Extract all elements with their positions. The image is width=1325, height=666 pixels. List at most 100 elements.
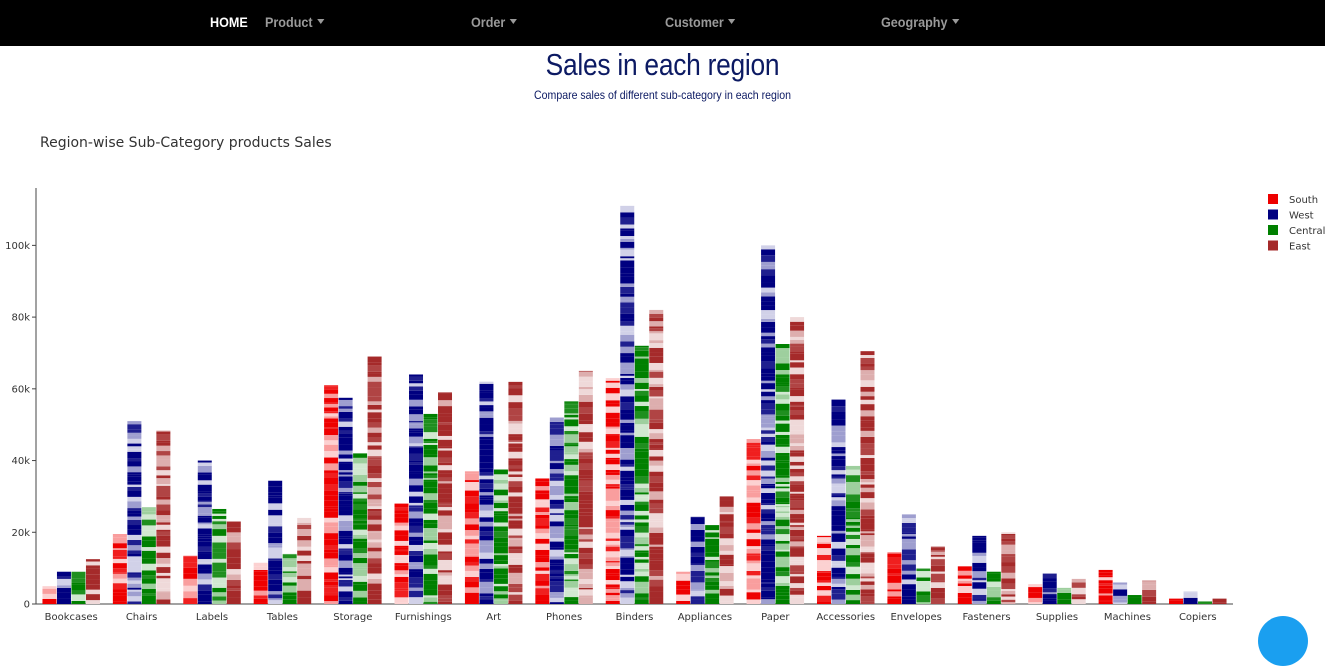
- bar-south-machines[interactable]: [1099, 570, 1113, 604]
- bar-segment: [409, 591, 423, 597]
- bar-east-accessories[interactable]: [860, 351, 874, 604]
- bar-segment: [353, 567, 367, 570]
- bar-east-chairs[interactable]: [156, 430, 170, 604]
- bar-central-binders[interactable]: [635, 346, 649, 604]
- bar-east-copiers[interactable]: [1213, 599, 1227, 604]
- bar-west-envelopes[interactable]: [902, 514, 916, 604]
- floating-action-button[interactable]: [1258, 616, 1308, 666]
- bar-south-appliances[interactable]: [676, 572, 690, 604]
- bar-south-storage[interactable]: [324, 385, 338, 604]
- bar-west-machines[interactable]: [1113, 582, 1127, 604]
- bar-south-phones[interactable]: [535, 478, 549, 604]
- bar-segment: [438, 392, 452, 394]
- bar-east-binders[interactable]: [649, 310, 663, 604]
- bar-south-paper[interactable]: [747, 439, 761, 604]
- bar-south-copiers[interactable]: [1169, 599, 1183, 604]
- bar-segment: [494, 547, 508, 553]
- bar-central-paper[interactable]: [776, 344, 790, 604]
- bar-east-furnishings[interactable]: [438, 392, 452, 604]
- bar-west-tables[interactable]: [268, 480, 282, 604]
- bar-east-labels[interactable]: [227, 522, 241, 604]
- bar-segment: [790, 598, 804, 604]
- bar-segment: [142, 514, 156, 519]
- bar-west-bookcases[interactable]: [57, 572, 71, 604]
- bar-segment: [212, 601, 226, 604]
- bar-west-chairs[interactable]: [127, 421, 141, 604]
- bar-south-labels[interactable]: [183, 556, 197, 604]
- bar-central-furnishings[interactable]: [424, 414, 438, 604]
- legend-item-east[interactable]: East: [1268, 241, 1311, 253]
- bar-central-copiers[interactable]: [1198, 601, 1212, 604]
- bar-west-furnishings[interactable]: [409, 374, 423, 604]
- bar-segment: [860, 563, 874, 569]
- bar-south-accessories[interactable]: [817, 536, 831, 604]
- bar-east-fasteners[interactable]: [1001, 532, 1015, 604]
- bar-segment: [790, 337, 804, 340]
- bar-east-bookcases[interactable]: [86, 559, 100, 604]
- bar-west-binders[interactable]: [620, 206, 634, 604]
- bar-east-supplies[interactable]: [1072, 579, 1086, 604]
- legend-item-central[interactable]: Central: [1268, 225, 1325, 237]
- bar-south-binders[interactable]: [606, 378, 620, 604]
- bar-segment: [494, 586, 508, 589]
- bar-south-art[interactable]: [465, 471, 479, 604]
- bar-west-storage[interactable]: [339, 398, 353, 604]
- bar-central-supplies[interactable]: [1057, 588, 1071, 604]
- bar-segment: [790, 450, 804, 452]
- bar-west-phones[interactable]: [550, 418, 564, 604]
- bar-segment: [156, 460, 170, 467]
- bar-segment: [268, 558, 282, 561]
- bar-south-chairs[interactable]: [113, 534, 127, 604]
- bar-south-tables[interactable]: [254, 563, 268, 604]
- bar-west-labels[interactable]: [198, 461, 212, 604]
- bar-central-chairs[interactable]: [142, 507, 156, 604]
- bar-segment: [1001, 597, 1015, 600]
- bar-central-envelopes[interactable]: [916, 568, 930, 604]
- bar-west-copiers[interactable]: [1184, 591, 1198, 604]
- bar-central-art[interactable]: [494, 470, 508, 604]
- bar-west-fasteners[interactable]: [972, 536, 986, 604]
- bar-central-machines[interactable]: [1128, 595, 1142, 604]
- bar-central-fasteners[interactable]: [987, 572, 1001, 604]
- bar-segment: [691, 557, 705, 564]
- bar-east-storage[interactable]: [368, 357, 382, 604]
- bar-central-phones[interactable]: [564, 401, 578, 604]
- bar-east-tables[interactable]: [297, 518, 311, 604]
- bar-segment: [465, 554, 479, 556]
- bar-west-accessories[interactable]: [831, 400, 845, 604]
- bar-south-bookcases[interactable]: [42, 586, 56, 604]
- bar-south-fasteners[interactable]: [958, 566, 972, 604]
- bar-east-machines[interactable]: [1142, 581, 1156, 604]
- bar-south-furnishings[interactable]: [395, 504, 409, 604]
- bar-segment: [987, 574, 1001, 579]
- bar-east-appliances[interactable]: [720, 496, 734, 604]
- bar-segment: [916, 569, 930, 571]
- bar-west-appliances[interactable]: [691, 516, 705, 604]
- bar-central-bookcases[interactable]: [71, 572, 85, 604]
- bar-segment: [550, 495, 564, 500]
- bar-east-envelopes[interactable]: [931, 547, 945, 604]
- bar-east-art[interactable]: [508, 382, 522, 604]
- bar-segment: [339, 561, 353, 563]
- bar-central-appliances[interactable]: [705, 525, 719, 604]
- bar-segment: [438, 457, 452, 462]
- bar-east-paper[interactable]: [790, 317, 804, 604]
- bar-central-labels[interactable]: [212, 509, 226, 604]
- x-tick-label: Binders: [616, 612, 654, 623]
- bar-segment: [57, 593, 71, 599]
- bar-central-accessories[interactable]: [846, 466, 860, 604]
- bar-central-storage[interactable]: [353, 453, 367, 604]
- bar-west-art[interactable]: [479, 382, 493, 604]
- bar-segment: [620, 490, 634, 496]
- bar-west-supplies[interactable]: [1043, 574, 1057, 604]
- bar-south-supplies[interactable]: [1028, 584, 1042, 604]
- bar-east-phones[interactable]: [579, 371, 593, 604]
- bar-segment: [761, 355, 775, 362]
- bar-west-paper[interactable]: [761, 245, 775, 604]
- bar-south-envelopes[interactable]: [887, 552, 901, 604]
- legend-item-south[interactable]: South: [1268, 194, 1318, 206]
- bar-segment: [831, 466, 845, 470]
- bar-segment: [860, 529, 874, 531]
- bar-central-tables[interactable]: [283, 554, 297, 604]
- legend-item-west[interactable]: West: [1268, 210, 1314, 222]
